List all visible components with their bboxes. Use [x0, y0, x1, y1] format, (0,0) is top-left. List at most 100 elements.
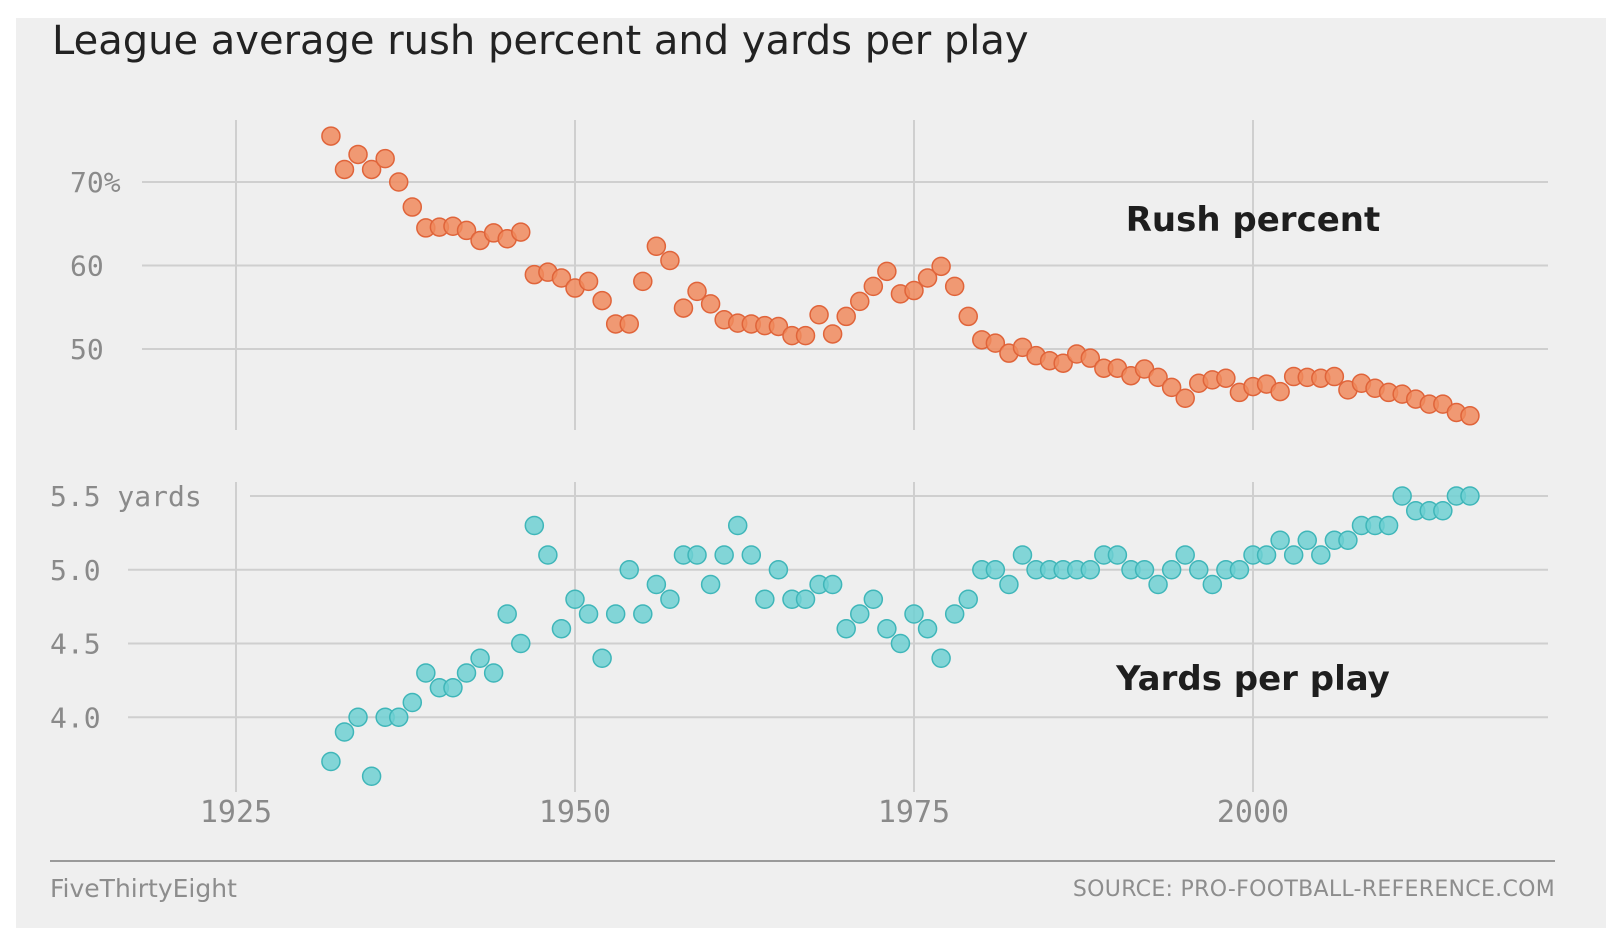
yards-point-1967 — [795, 589, 816, 609]
yards-point-1994 — [1161, 560, 1182, 580]
rush-point-1954 — [619, 314, 639, 334]
yards-point-1947 — [524, 515, 545, 536]
yards-point-1982 — [999, 574, 1019, 595]
yards-point-1951 — [578, 604, 599, 624]
yards-ytick-label: 4.5 — [50, 628, 101, 661]
rush-point-1975 — [904, 280, 924, 301]
yards-per-play-label: Yards per play — [1115, 659, 1390, 699]
yards-point-2007 — [1338, 530, 1358, 550]
rush-point-2006 — [1324, 366, 1345, 387]
chart-title: League average rush percent and yards pe… — [52, 18, 1029, 64]
yards-point-1941 — [443, 678, 463, 698]
yards-point-1978 — [944, 604, 965, 624]
rush-point-1951 — [578, 271, 599, 292]
tick-layer: 70% 60 50 5.5 yards 5.0 4.5 4.0 1925 1950 1975 200… — [50, 166, 1289, 830]
brand-name: FiveThirtyEight — [50, 874, 237, 903]
rush-point-1969 — [822, 324, 843, 344]
yards-point-1956 — [646, 574, 667, 595]
rush-point-1960 — [700, 294, 721, 314]
footer-divider — [50, 860, 1555, 862]
rush-point-1976 — [917, 268, 938, 288]
yards-ytick-label: 4.0 — [50, 701, 101, 734]
rush-point-1998 — [1216, 368, 1236, 388]
yards-point-1954 — [619, 560, 639, 580]
yards-point-1946 — [511, 633, 531, 654]
yards-point-2014 — [1433, 501, 1453, 521]
xtick-label-1975: 1975 — [878, 795, 950, 830]
rush-ytick-label: 50 — [70, 333, 104, 366]
yards-point-1944 — [483, 663, 504, 683]
yards-point-1970 — [836, 619, 856, 639]
rush-point-1986 — [1053, 353, 1073, 373]
yards-point-1996 — [1189, 560, 1209, 580]
yards-point-1965 — [768, 560, 789, 580]
rush-point-1981 — [985, 333, 1006, 353]
yards-point-1957 — [660, 589, 680, 609]
rush-point-1979 — [958, 306, 978, 327]
yards-point-1977 — [931, 648, 951, 668]
rush-percent-label: Rush percent — [1126, 200, 1381, 240]
yards-point-1979 — [958, 589, 978, 609]
points-layer — [321, 126, 1480, 786]
rush-point-1952 — [592, 290, 612, 311]
xtick-label-1950: 1950 — [539, 795, 611, 830]
yards-point-1993 — [1148, 574, 1168, 595]
yards-point-1981 — [985, 560, 1006, 580]
yards-point-2004 — [1297, 530, 1317, 550]
yards-point-2001 — [1256, 545, 1277, 565]
yards-point-1953 — [605, 604, 626, 624]
rush-point-1936 — [375, 148, 395, 169]
rush-point-1958 — [673, 298, 694, 318]
yards-point-1943 — [470, 648, 490, 668]
yards-point-1974 — [890, 633, 911, 654]
yards-point-2003 — [1283, 545, 1304, 565]
rush-point-1957 — [660, 250, 680, 271]
xtick-label-2000: 2000 — [1217, 795, 1289, 830]
yards-point-1938 — [402, 692, 423, 713]
rush-point-1967 — [795, 325, 816, 346]
source-credit: SOURCE: PRO-FOOTBALL-REFERENCE.COM — [1072, 877, 1555, 902]
yards-point-1949 — [551, 619, 572, 639]
yards-point-1983 — [1012, 545, 1033, 565]
yards-point-1976 — [917, 619, 938, 639]
rush-point-1973 — [877, 261, 897, 282]
yards-point-1975 — [904, 604, 924, 624]
rush-point-1977 — [931, 256, 951, 277]
yards-point-1932 — [321, 751, 341, 772]
yards-point-1972 — [863, 589, 884, 609]
yards-point-1961 — [714, 545, 734, 565]
yards-point-1990 — [1107, 545, 1128, 565]
yards-point-2005 — [1311, 545, 1331, 565]
rush-ytick-label: 60 — [70, 250, 104, 283]
rush-point-1938 — [402, 197, 423, 217]
yards-point-1999 — [1229, 560, 1250, 580]
yards-point-1997 — [1202, 574, 1223, 595]
chart-card — [16, 18, 1606, 928]
yards-point-2002 — [1270, 530, 1290, 550]
rush-point-1972 — [863, 276, 884, 297]
rush-point-1956 — [646, 236, 667, 257]
rush-point-1971 — [850, 291, 870, 312]
rush-point-1946 — [511, 222, 531, 242]
rush-point-1949 — [551, 268, 572, 288]
yards-point-2011 — [1392, 486, 1412, 506]
rush-point-1934 — [348, 144, 368, 165]
yards-point-1942 — [456, 663, 477, 683]
rush-point-1959 — [687, 281, 707, 302]
yards-point-2010 — [1378, 515, 1399, 536]
rush-point-1988 — [1080, 348, 1101, 368]
yards-point-1971 — [850, 604, 870, 624]
rush-point-2016 — [1460, 406, 1480, 426]
rush-point-1935 — [361, 159, 382, 180]
yards-point-1969 — [822, 574, 843, 595]
yards-point-1959 — [687, 545, 707, 565]
yards-point-1964 — [755, 589, 775, 609]
yards-point-1934 — [348, 707, 368, 727]
rush-point-1968 — [809, 305, 829, 325]
yards-ytick-label: 5.0 — [50, 554, 101, 587]
yards-point-1988 — [1080, 560, 1101, 580]
yards-point-1973 — [877, 619, 897, 639]
rush-point-1937 — [388, 172, 409, 192]
yards-point-1992 — [1134, 560, 1155, 580]
yards-point-1955 — [633, 604, 653, 624]
